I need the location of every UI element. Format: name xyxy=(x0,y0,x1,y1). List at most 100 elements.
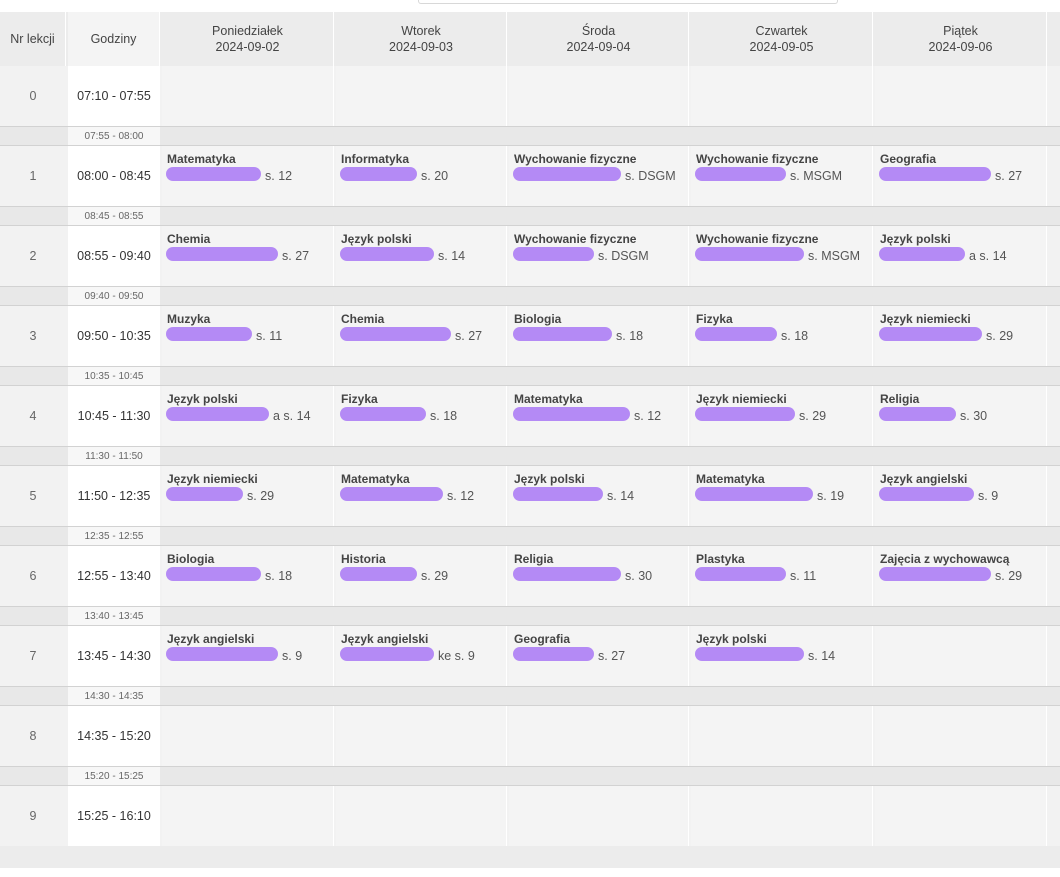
empty-cell xyxy=(691,66,873,126)
timetable-header: Nr lekcji Godziny Poniedziałek 2024-09-0… xyxy=(0,12,1060,66)
teacher-name-redaction xyxy=(340,327,451,341)
lesson-row: 6 12:55 - 13:40 Biologia s. 18 Historia s. 29… xyxy=(0,546,1060,606)
room-number: ke s. 9 xyxy=(438,649,475,663)
empty-cell xyxy=(691,786,873,846)
lesson-cell[interactable]: Wychowanie fizyczne s. MSGM xyxy=(691,146,873,206)
lesson-cell[interactable]: Religia s. 30 xyxy=(509,546,689,606)
lesson-cell[interactable]: Plastyka s. 11 xyxy=(691,546,873,606)
room-number: s. 18 xyxy=(265,569,293,583)
lesson-row: 4 10:45 - 11:30 Język polski a s. 14 Fizyka s… xyxy=(0,386,1060,446)
subject-name: Historia xyxy=(341,552,386,566)
break-time: 09:40 - 09:50 xyxy=(68,287,160,305)
room-number: s. MSGM xyxy=(808,249,861,263)
break-time: 12:35 - 12:55 xyxy=(68,527,160,545)
room-number: s. 18 xyxy=(616,329,644,343)
lesson-cell[interactable]: Geografia s. 27 xyxy=(875,146,1047,206)
break-time: 15:20 - 15:25 xyxy=(68,767,160,785)
empty-cell xyxy=(691,706,873,766)
lesson-cell[interactable]: Język niemiecki s. 29 xyxy=(875,306,1047,366)
lesson-cell[interactable]: Matematyka s. 19 xyxy=(691,466,873,526)
lesson-cell[interactable]: Język angielski s. 9 xyxy=(162,626,334,686)
break-time: 08:45 - 08:55 xyxy=(68,207,160,225)
lesson-cell[interactable]: Matematyka s. 12 xyxy=(162,146,334,206)
break-time: 13:40 - 13:45 xyxy=(68,607,160,625)
subject-name: Muzyka xyxy=(167,312,211,326)
room-number: s. 11 xyxy=(790,569,817,583)
lesson-cell[interactable]: Matematyka s. 12 xyxy=(509,386,689,446)
lesson-cell[interactable]: Język polski s. 14 xyxy=(691,626,873,686)
room-number: s. 18 xyxy=(430,409,458,423)
lesson-cell[interactable]: Fizyka s. 18 xyxy=(336,386,507,446)
lesson-cell[interactable]: Religia s. 30 xyxy=(875,386,1047,446)
lesson-cell[interactable]: Język angielski ke s. 9 xyxy=(336,626,507,686)
lesson-cell[interactable]: Biologia s. 18 xyxy=(162,546,334,606)
break-row: 07:55 - 08:00 xyxy=(0,126,1060,146)
lesson-row: 8 14:35 - 15:20 xyxy=(0,706,1060,766)
empty-cell xyxy=(336,66,507,126)
lesson-cell[interactable]: Fizyka s. 18 xyxy=(691,306,873,366)
lesson-cell[interactable]: Wychowanie fizyczne s. DSGM xyxy=(509,226,689,286)
header-day-mon: Poniedziałek 2024-09-02 xyxy=(162,12,334,66)
lesson-cell[interactable]: Muzyka s. 11 xyxy=(162,306,334,366)
lesson-cell[interactable]: Wychowanie fizyczne s. MSGM xyxy=(691,226,873,286)
teacher-name-redaction xyxy=(340,247,434,261)
lesson-hours: 13:45 - 14:30 xyxy=(68,626,160,686)
lesson-cell[interactable]: Zajęcia z wychowawcą s. 29 xyxy=(875,546,1047,606)
lesson-number: 5 xyxy=(29,489,37,503)
room-number: s. 12 xyxy=(634,409,662,423)
lesson-cell[interactable]: Chemia s. 27 xyxy=(162,226,334,286)
teacher-name-redaction xyxy=(695,487,813,501)
lesson-cell[interactable]: Język polski a s. 14 xyxy=(875,226,1047,286)
lesson-cell[interactable]: Matematyka s. 12 xyxy=(336,466,507,526)
break-time: 14:30 - 14:35 xyxy=(68,687,160,705)
timetable-footer xyxy=(0,846,1060,868)
lesson-cell[interactable]: Biologia s. 18 xyxy=(509,306,689,366)
subject-name: Język niemiecki xyxy=(696,392,787,406)
lesson-cell[interactable]: Historia s. 29 xyxy=(336,546,507,606)
day-date: 2024-09-06 xyxy=(928,40,993,54)
header-lesson-number: Nr lekcji xyxy=(0,12,66,66)
subject-name: Fizyka xyxy=(696,312,733,326)
room-number: s. 19 xyxy=(817,489,845,503)
lesson-number: 8 xyxy=(29,729,37,743)
room-number: s. MSGM xyxy=(790,169,843,183)
lesson-cell[interactable]: Informatyka s. 20 xyxy=(336,146,507,206)
room-number: s. 18 xyxy=(781,329,809,343)
empty-cell xyxy=(875,626,1047,686)
lesson-cell[interactable]: Geografia s. 27 xyxy=(509,626,689,686)
lesson-hours: 15:25 - 16:10 xyxy=(68,786,160,846)
lesson-cell[interactable]: Chemia s. 27 xyxy=(336,306,507,366)
lesson-cell[interactable]: Język niemiecki s. 29 xyxy=(691,386,873,446)
subject-name: Język polski xyxy=(880,232,951,246)
lesson-cell[interactable]: Wychowanie fizyczne s. DSGM xyxy=(509,146,689,206)
lesson-row: 9 15:25 - 16:10 xyxy=(0,786,1060,846)
subject-name: Język angielski xyxy=(341,632,429,646)
teacher-name-redaction xyxy=(695,567,786,581)
teacher-name-redaction xyxy=(166,567,261,581)
lesson-cell[interactable]: Język polski s. 14 xyxy=(336,226,507,286)
lesson-row: 1 08:00 - 08:45 Matematyka s. 12 Informatyka… xyxy=(0,146,1060,206)
lesson-number: 3 xyxy=(29,329,37,343)
timetable: Nr lekcji Godziny Poniedziałek 2024-09-0… xyxy=(0,12,1060,868)
break-row: 13:40 - 13:45 xyxy=(0,606,1060,626)
teacher-name-redaction xyxy=(166,327,252,341)
day-name: Czwartek xyxy=(755,24,808,38)
subject-name: Język niemiecki xyxy=(167,472,258,486)
lesson-number: 2 xyxy=(29,249,37,263)
room-number: s. 27 xyxy=(282,249,310,263)
header-day-wed: Środa 2024-09-04 xyxy=(509,12,689,66)
lesson-cell[interactable]: Język polski s. 14 xyxy=(509,466,689,526)
search-input[interactable] xyxy=(418,0,838,4)
lesson-number: 9 xyxy=(29,809,37,823)
subject-name: Geografia xyxy=(880,152,937,166)
teacher-name-redaction xyxy=(879,407,956,421)
lesson-cell[interactable]: Język angielski s. 9 xyxy=(875,466,1047,526)
lesson-hours: 09:50 - 10:35 xyxy=(68,306,160,366)
teacher-name-redaction xyxy=(513,647,594,661)
subject-name: Język niemiecki xyxy=(880,312,971,326)
subject-name: Biologia xyxy=(167,552,215,566)
lesson-cell[interactable]: Język niemiecki s. 29 xyxy=(162,466,334,526)
room-number: s. 29 xyxy=(247,489,275,503)
room-number: s. 29 xyxy=(799,409,827,423)
lesson-cell[interactable]: Język polski a s. 14 xyxy=(162,386,334,446)
